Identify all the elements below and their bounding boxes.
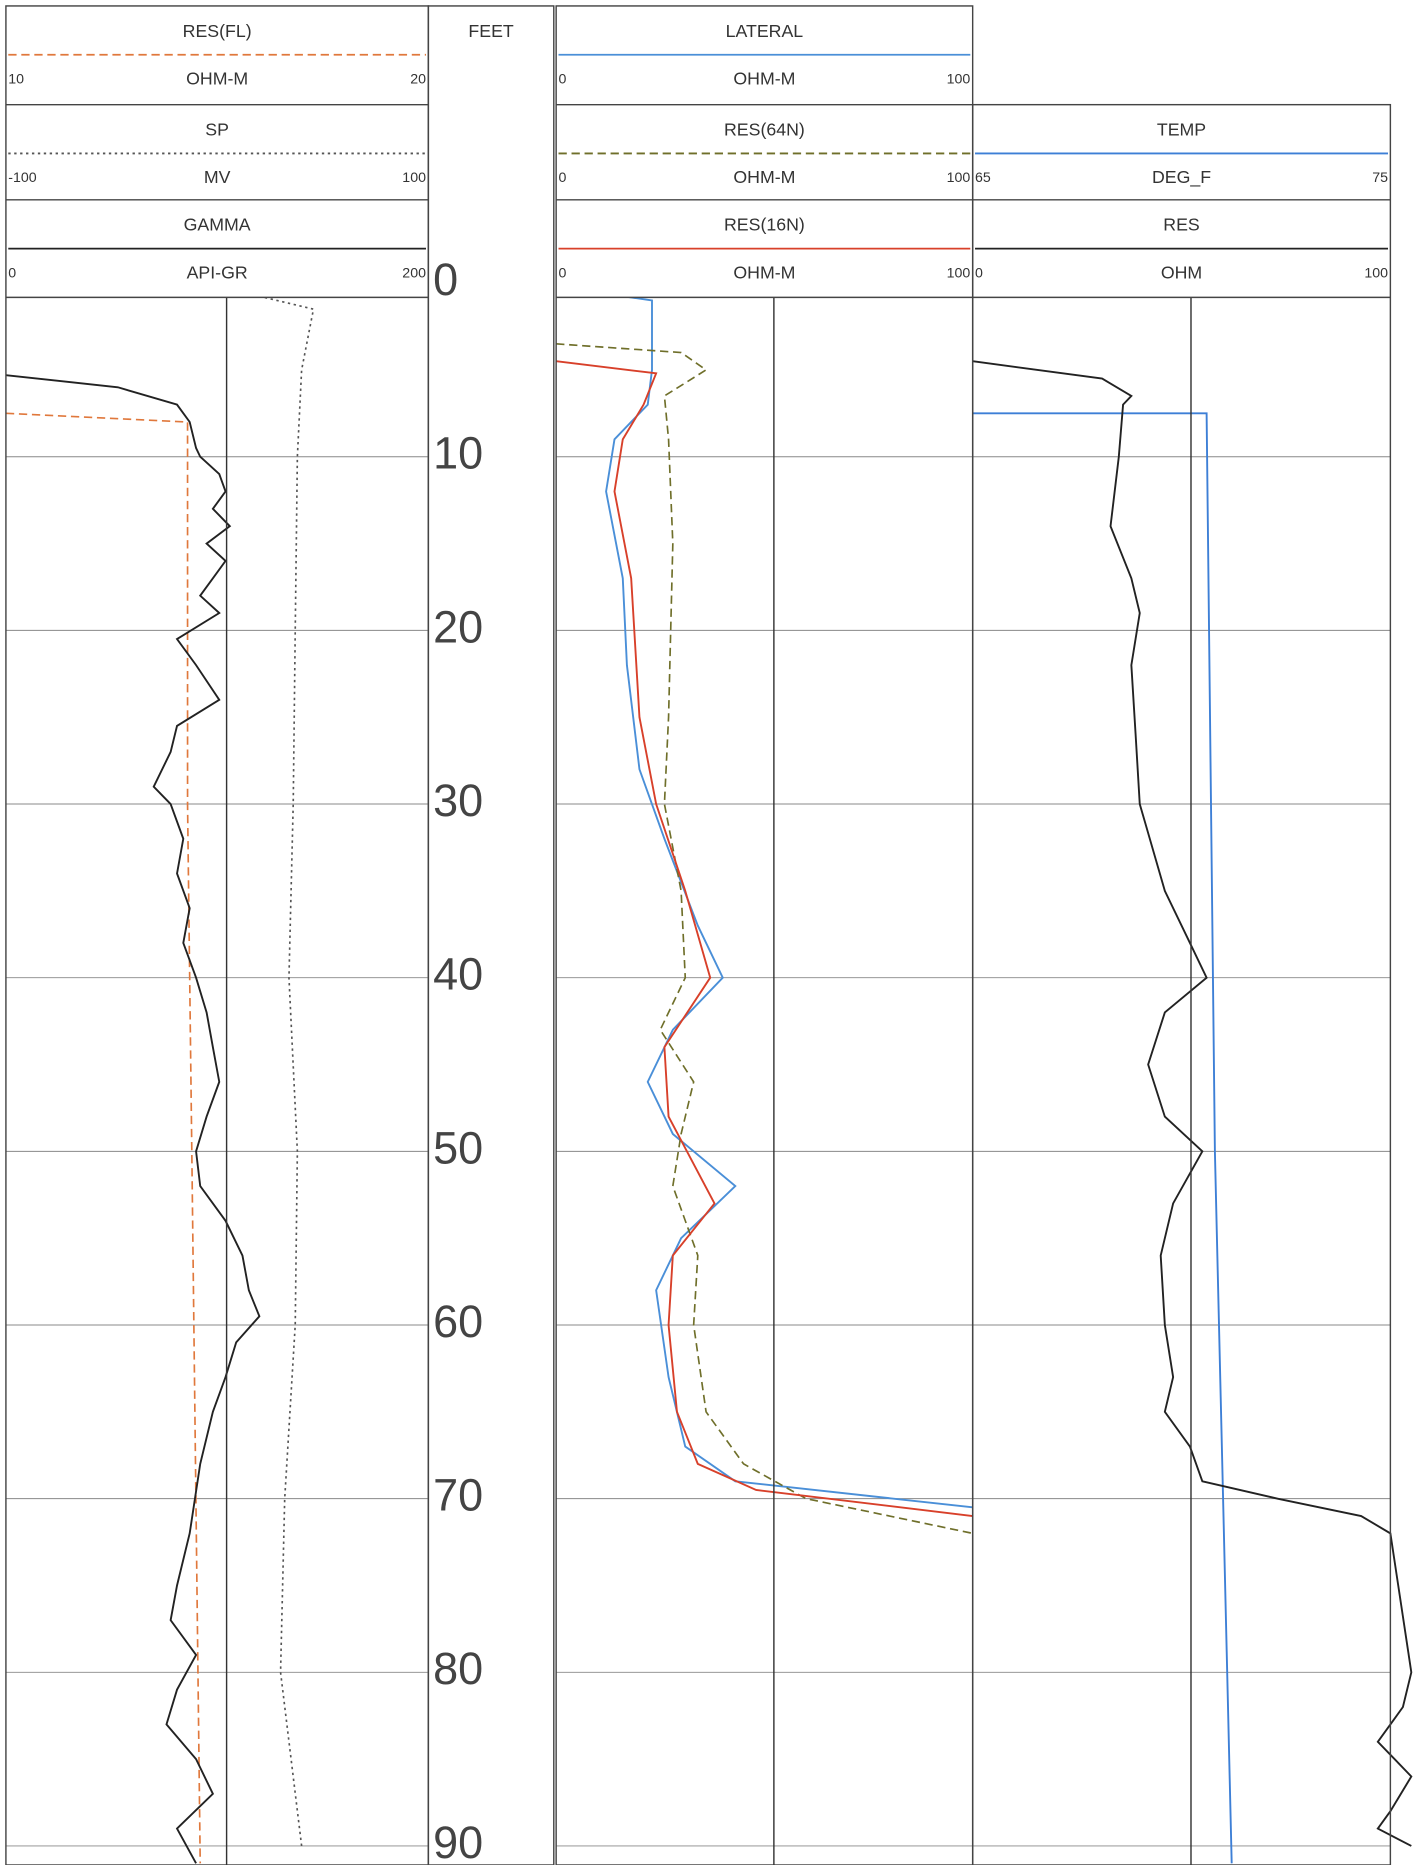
log-curve xyxy=(5,412,202,1864)
track-frame xyxy=(555,5,974,1865)
log-curve xyxy=(972,412,1233,1864)
curve-unit: MV xyxy=(204,167,231,187)
scale-min: 0 xyxy=(975,265,983,281)
scale-min: 65 xyxy=(975,170,991,186)
curve-name: RES(16N) xyxy=(724,215,805,235)
scale-min: 0 xyxy=(559,265,567,281)
depth-tick-label: 90 xyxy=(433,1817,483,1865)
depth-tick-label: 0 xyxy=(433,254,458,305)
log-curve xyxy=(556,343,973,1535)
scale-min: 10 xyxy=(8,71,24,87)
scale-max: 100 xyxy=(947,265,971,281)
scale-max: 100 xyxy=(1364,265,1388,281)
log-curve xyxy=(605,297,973,1509)
depth-tick-label: 80 xyxy=(433,1643,483,1694)
depth-tick-label: 50 xyxy=(433,1122,483,1173)
curve-name: LATERAL xyxy=(726,21,804,41)
depth-tick-label: 20 xyxy=(433,601,483,652)
scale-max: 20 xyxy=(410,71,426,87)
depth-tick-label: 40 xyxy=(433,949,483,1000)
depth-tick-label: 30 xyxy=(433,775,483,826)
scale-max: 200 xyxy=(402,265,426,281)
log-curve xyxy=(5,374,261,1864)
log-curve xyxy=(260,297,315,1847)
curve-name: RES xyxy=(1163,215,1200,235)
curve-name: SP xyxy=(205,120,229,140)
log-body: FEET 0 10 20 30 40 50 60 70 80 90 RES(FL) OHM-M 10 20… xyxy=(5,5,1413,1865)
scale-min: 0 xyxy=(559,71,567,87)
curve-unit: API-GR xyxy=(187,262,248,282)
log-curve xyxy=(972,360,1413,1847)
scale-min: 0 xyxy=(559,170,567,186)
curve-unit: OHM xyxy=(1161,262,1202,282)
depth-tick-label: 70 xyxy=(433,1469,483,1520)
curve-unit: OHM-M xyxy=(733,262,795,282)
curve-name: RES(FL) xyxy=(183,21,252,41)
scale-min: 0 xyxy=(8,265,16,281)
curve-unit: OHM-M xyxy=(186,68,248,88)
curve-name: GAMMA xyxy=(184,215,251,235)
scale-min: -100 xyxy=(8,170,36,186)
track-frame xyxy=(5,5,430,1865)
curve-unit: OHM-M xyxy=(733,68,795,88)
scale-max: 100 xyxy=(947,71,971,87)
curve-name: TEMP xyxy=(1157,120,1206,140)
scale-max: 75 xyxy=(1372,170,1388,186)
curve-unit: DEG_F xyxy=(1152,167,1211,188)
scale-max: 100 xyxy=(947,170,971,186)
plot-area xyxy=(5,297,1413,1864)
log-curve xyxy=(556,360,973,1517)
curve-name: RES(64N) xyxy=(724,120,805,140)
depth-tick-label: 60 xyxy=(433,1296,483,1347)
scale-max: 100 xyxy=(402,170,426,186)
depth-tick-label: 10 xyxy=(433,428,483,479)
depth-label: FEET xyxy=(468,21,513,41)
curve-unit: OHM-M xyxy=(733,167,795,187)
